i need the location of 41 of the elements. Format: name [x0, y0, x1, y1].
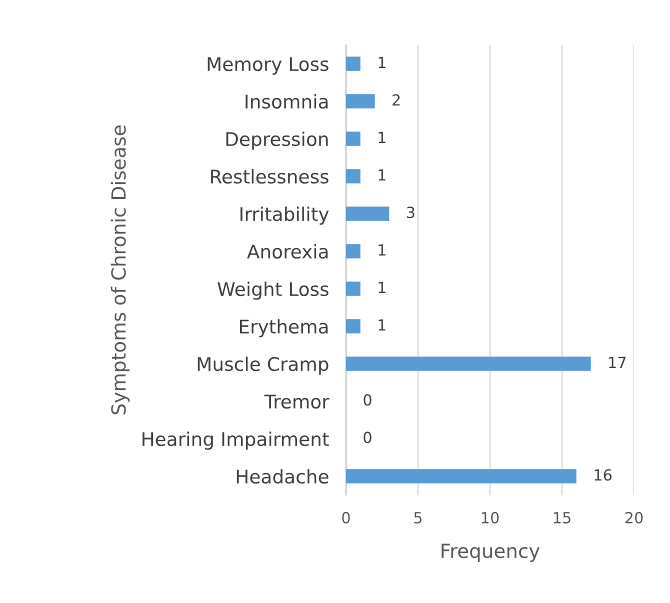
- data-label: 1: [378, 56, 386, 68]
- bar: [346, 244, 360, 258]
- x-tick-label: 20: [625, 512, 643, 524]
- bar: [346, 469, 576, 484]
- y-tick-label: Erythema: [240, 319, 328, 338]
- y-tick-label: Irritability: [240, 206, 329, 225]
- bar: [346, 206, 390, 221]
- y-tick-label: Insomnia: [246, 94, 328, 109]
- data-label: 1: [378, 132, 386, 143]
- data-label: 0: [364, 394, 372, 406]
- y-tick-label: Depression: [226, 132, 328, 150]
- x-axis-title: Frequency: [442, 544, 540, 562]
- x-tick-label: 0: [342, 512, 350, 524]
- bar: [346, 132, 360, 146]
- bar: [346, 356, 591, 371]
- data-label: 0: [364, 432, 372, 444]
- bar: [346, 169, 360, 184]
- x-tick-label: 15: [554, 512, 570, 524]
- y-tick-label: Tremor: [264, 394, 330, 409]
- data-label: 3: [407, 206, 414, 218]
- x-tick-label: 10: [482, 512, 499, 524]
- y-tick-label: Headache: [236, 469, 328, 484]
- data-label: 1: [378, 169, 386, 180]
- y-tick-label: Memory Loss: [208, 57, 328, 75]
- data-label: 1: [378, 244, 386, 256]
- y-tick-label: Weight Loss: [218, 282, 328, 300]
- bar: [346, 94, 375, 108]
- data-label: 16: [594, 469, 612, 481]
- y-tick-label: Restlessness: [211, 169, 328, 184]
- y-tick-label: Muscle Cramp: [198, 356, 328, 375]
- data-label: 1: [378, 319, 386, 330]
- x-tick-label: 5: [414, 512, 422, 524]
- bar: [346, 56, 360, 71]
- data-label: 1: [378, 282, 386, 293]
- y-tick-label: Hearing Impairment: [142, 432, 329, 450]
- data-label: 2: [392, 94, 400, 106]
- data-label: 17: [609, 356, 626, 368]
- bar: [346, 282, 360, 296]
- y-axis-title: Symptoms of Chronic Disease: [110, 125, 130, 414]
- bar: [346, 319, 360, 334]
- y-tick-label: Anorexia: [247, 244, 328, 259]
